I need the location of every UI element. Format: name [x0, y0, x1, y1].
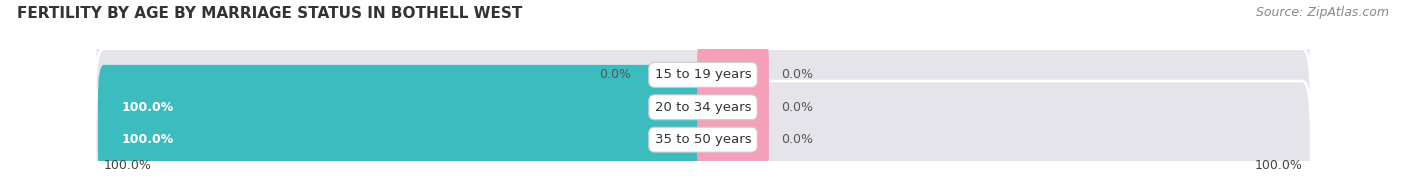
Text: 100.0%: 100.0% — [104, 159, 152, 172]
Text: 0.0%: 0.0% — [780, 68, 813, 81]
FancyBboxPatch shape — [697, 33, 769, 117]
Text: 0.0%: 0.0% — [599, 68, 631, 81]
FancyBboxPatch shape — [697, 65, 769, 150]
FancyBboxPatch shape — [96, 49, 1310, 166]
Text: 100.0%: 100.0% — [1254, 159, 1302, 172]
FancyBboxPatch shape — [697, 97, 769, 182]
FancyBboxPatch shape — [98, 97, 709, 182]
FancyBboxPatch shape — [96, 81, 1310, 196]
Text: FERTILITY BY AGE BY MARRIAGE STATUS IN BOTHELL WEST: FERTILITY BY AGE BY MARRIAGE STATUS IN B… — [17, 6, 522, 21]
Text: 35 to 50 years: 35 to 50 years — [655, 133, 751, 146]
Text: 100.0%: 100.0% — [122, 101, 174, 114]
Text: 0.0%: 0.0% — [780, 101, 813, 114]
Text: 100.0%: 100.0% — [122, 133, 174, 146]
Text: 15 to 19 years: 15 to 19 years — [655, 68, 751, 81]
FancyBboxPatch shape — [98, 65, 709, 150]
Text: 0.0%: 0.0% — [780, 133, 813, 146]
FancyBboxPatch shape — [96, 16, 1310, 133]
Text: 20 to 34 years: 20 to 34 years — [655, 101, 751, 114]
Text: Source: ZipAtlas.com: Source: ZipAtlas.com — [1256, 6, 1389, 19]
